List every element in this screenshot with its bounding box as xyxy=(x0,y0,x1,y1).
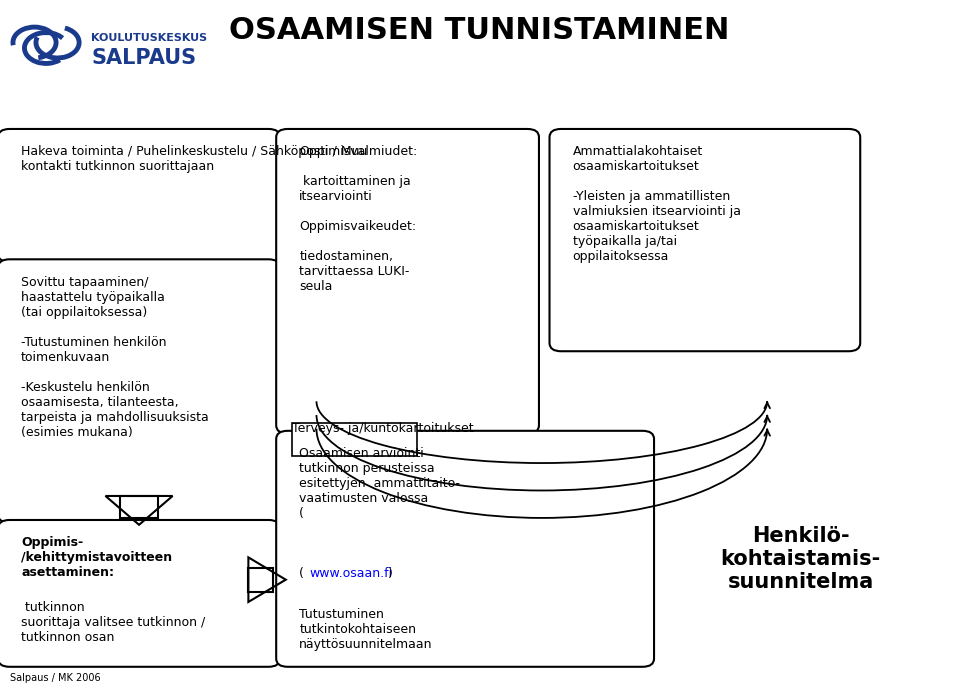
Text: OSAAMISEN TUNNISTAMINEN: OSAAMISEN TUNNISTAMINEN xyxy=(229,16,730,45)
Text: Henkilö-
kohtaistamis-
suunnitelma: Henkilö- kohtaistamis- suunnitelma xyxy=(720,526,881,592)
FancyBboxPatch shape xyxy=(0,259,280,523)
FancyBboxPatch shape xyxy=(550,129,860,351)
FancyBboxPatch shape xyxy=(0,129,280,262)
Text: Osaamisen arviointi
tutkinnon perusteissa
esitettyjen  ammattitaito-
vaatimusten: Osaamisen arviointi tutkinnon perusteiss… xyxy=(299,447,460,520)
Text: Terveys- ja/kuntokartoitukset: Terveys- ja/kuntokartoitukset xyxy=(292,422,474,435)
Text: SALPAUS: SALPAUS xyxy=(91,48,197,69)
FancyBboxPatch shape xyxy=(276,431,654,667)
FancyBboxPatch shape xyxy=(0,520,280,667)
Text: Hakeva toiminta / Puhelinkeskustelu / Sähköposti / Muu
kontakti tutkinnon suorit: Hakeva toiminta / Puhelinkeskustelu / Sä… xyxy=(21,145,367,174)
Text: Tutustuminen
tutkintokohtaiseen
näyttösuunnitelmaan: Tutustuminen tutkintokohtaiseen näyttösu… xyxy=(299,593,433,651)
Text: KOULUTUSKESKUS: KOULUTUSKESKUS xyxy=(91,33,207,43)
Text: Oppimisvalmiudet:

 kartoittaminen ja
itsearviointi

Oppimisvaikeudet:

tiedosta: Oppimisvalmiudet: kartoittaminen ja itse… xyxy=(299,145,417,294)
FancyBboxPatch shape xyxy=(292,423,417,456)
Text: www.osaan.fi: www.osaan.fi xyxy=(310,567,393,580)
Text: Salpaus / MK 2006: Salpaus / MK 2006 xyxy=(10,672,100,683)
Text: tutkinnon
suorittaja valitsee tutkinnon /
tutkinnon osan: tutkinnon suorittaja valitsee tutkinnon … xyxy=(21,601,205,644)
Text: (: ( xyxy=(299,567,304,580)
Text: Ammattialakohtaiset
osaamiskartoitukset

-Yleisten ja ammatillisten
valmiuksien : Ammattialakohtaiset osaamiskartoitukset … xyxy=(573,145,740,263)
FancyBboxPatch shape xyxy=(276,129,539,434)
Text: Oppimis-
/kehittymistavoitteen
asettaminen:: Oppimis- /kehittymistavoitteen asettamin… xyxy=(21,536,173,580)
Text: ): ) xyxy=(388,567,393,580)
Text: Sovittu tapaaminen/
haastattelu työpaikalla
(tai oppilaitoksessa)

-Tutustuminen: Sovittu tapaaminen/ haastattelu työpaika… xyxy=(21,276,209,439)
